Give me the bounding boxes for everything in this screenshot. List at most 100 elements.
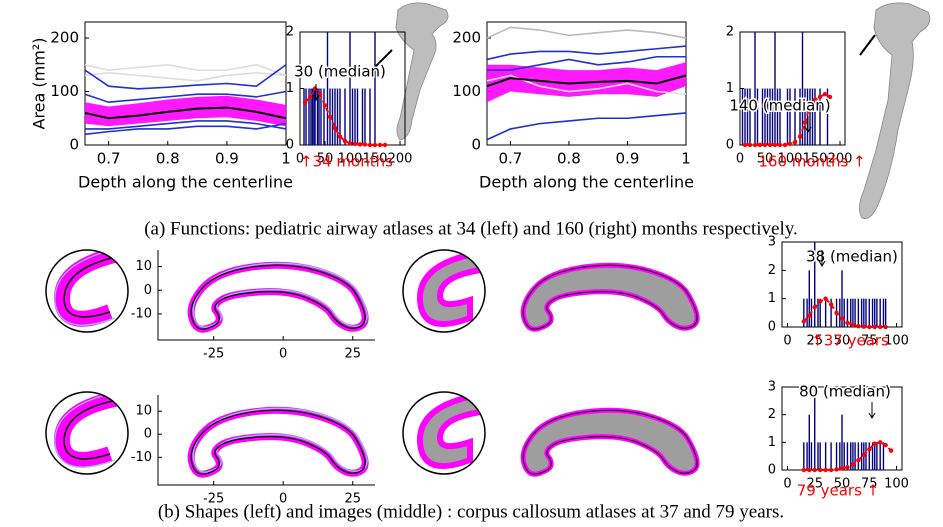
x-tick-label: 75 (861, 334, 878, 349)
caption: (a) Functions: pediatric airway atlases … (144, 218, 798, 239)
density-point (772, 142, 778, 148)
axis-line (157, 250, 375, 341)
y-tick-label: 2 (726, 25, 734, 40)
curve (486, 74, 687, 88)
axis-line (157, 395, 375, 486)
y-tick-label: 0 (286, 138, 294, 153)
curve (84, 63, 287, 77)
density-point (817, 299, 823, 304)
x-tick-label: 0 (279, 492, 287, 507)
age-label: 79 years ↑ (797, 482, 879, 500)
image-shape (520, 262, 700, 332)
density-point (362, 142, 368, 147)
image-shape (520, 407, 700, 477)
median-arrow (804, 116, 812, 133)
zoom-border (402, 391, 486, 475)
density-point (762, 142, 768, 148)
y-tick-label: -10 (131, 306, 152, 321)
plot-frame (739, 31, 846, 146)
y-tick-label: 0 (726, 138, 734, 153)
x-tick-label: 25 (806, 334, 823, 349)
y-tick-label: 10 (135, 259, 152, 274)
density-point (812, 97, 818, 103)
density-point (817, 467, 823, 473)
density-point (850, 322, 856, 328)
y-tick-label: 3 (768, 235, 776, 250)
median-label: 38 (median) (806, 248, 898, 266)
y-tick-label: 2 (768, 407, 776, 422)
density-point (812, 304, 817, 310)
density-point (812, 467, 817, 473)
density-point (856, 458, 861, 463)
density-point (845, 320, 850, 325)
x-tick-label: 0.7 (97, 150, 121, 168)
curve (486, 26, 687, 39)
density-curve (803, 297, 886, 328)
plot-frame (84, 21, 287, 146)
x-tick-label: 200 (388, 152, 413, 167)
density-point (337, 134, 343, 139)
curve (486, 74, 687, 95)
density-point (752, 142, 758, 148)
density-point (807, 467, 812, 473)
density-point (327, 114, 333, 119)
density-point (332, 125, 338, 131)
density-point (757, 142, 763, 148)
y-tick-label: 0 (471, 136, 481, 154)
zoom-border (45, 391, 129, 475)
x-tick-label: -25 (203, 347, 224, 362)
density-point (845, 465, 850, 470)
y-tick-label: 10 (135, 404, 152, 419)
density-point (823, 467, 828, 473)
zoom-circle (416, 250, 485, 327)
density-point (347, 141, 353, 146)
density-point (747, 142, 753, 148)
x-tick-label: 100 (338, 152, 363, 167)
y-tick-label: 0 (69, 136, 79, 154)
image-outline (522, 409, 698, 475)
density-point (767, 142, 773, 148)
x-tick-label: 150 (803, 152, 828, 167)
density-point (861, 452, 867, 457)
density-point (872, 324, 877, 330)
median-arrow (818, 250, 826, 267)
density-point (802, 120, 808, 125)
curve (487, 55, 686, 71)
density-point (839, 316, 845, 321)
density-point (856, 323, 861, 329)
density-point (377, 142, 383, 148)
density-point (787, 141, 793, 147)
x-tick-label: 1 (681, 150, 691, 168)
median-arrow (312, 84, 320, 101)
density-point (883, 442, 888, 448)
curve (486, 45, 687, 61)
density-point (807, 103, 813, 108)
density-point (828, 467, 834, 473)
density-point (861, 324, 867, 329)
median-label: 140 (median) (729, 97, 830, 115)
contour-mean (190, 264, 366, 330)
airway-render (395, 2, 449, 141)
zoom-border (402, 249, 486, 333)
x-tick-label: 0 (783, 477, 791, 492)
y-tick-label: 1 (726, 81, 734, 96)
x-tick-label: 0 (296, 152, 304, 167)
density-point (382, 142, 388, 148)
y-tick-label: 0 (144, 427, 152, 442)
density-point (801, 319, 807, 324)
band (85, 95, 286, 127)
zoom-circle (54, 392, 128, 468)
density-point (352, 141, 358, 147)
density-point (312, 86, 318, 91)
curve (84, 72, 287, 82)
y-tick-label: 0 (144, 283, 152, 298)
density-point (792, 139, 798, 145)
y-tick-label: 1 (768, 435, 776, 450)
pointer-arrow (369, 49, 393, 73)
y-tick-label: 3 (768, 380, 776, 395)
density-point (839, 466, 845, 471)
zoom-circle (54, 250, 128, 327)
median-label: 80 (median) (799, 383, 891, 401)
x-axis-label: Depth along the centerline (78, 173, 293, 192)
